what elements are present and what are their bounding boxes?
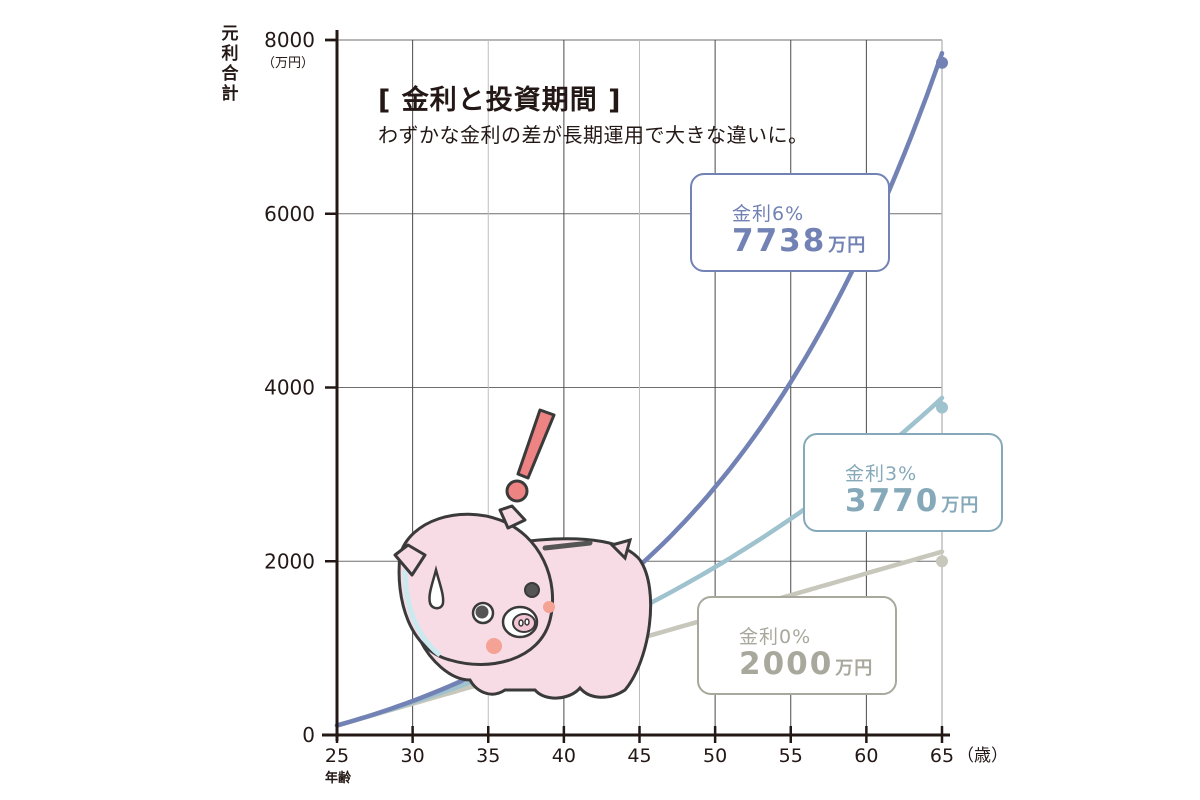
callout-rate-label: 金利0% [739,626,812,648]
callout-amount: 7738 万円 [732,223,866,259]
callout-amount-unit: 万円 [835,658,874,679]
y-tick-label: 0 [302,723,315,747]
callout-amount: 3770 万円 [845,483,979,519]
callout-rate-label: 金利6% [732,203,805,225]
series-end-point [936,56,948,69]
callout-rate-0: 金利0% 2000 万円 [697,596,897,695]
callout-amount: 2000 万円 [739,646,873,682]
x-tick-label: 50 [703,745,727,767]
callout-amount-unit: 万円 [941,495,980,516]
x-tick-label: 25 [325,745,349,767]
exclamation-icon [516,408,556,480]
axes: 0 2000 4000 6000 8000 25 30 35 40 45 50 55 60 65 （歳） 年齢 [264,28,1008,786]
x-axis-label: 年齢 [325,770,352,786]
x-tick-label: 65 [930,745,954,767]
y-tick-label: 6000 [264,202,315,226]
x-tick-label: 45 [627,745,651,767]
y-tick-label: 4000 [264,376,315,400]
x-tick-label: 55 [779,745,803,767]
piggy-bank-illustration [393,408,653,700]
x-tick-label: 40 [552,745,576,767]
chart-title: [ 金利と投資期間 ] [378,85,622,116]
x-tick-label: 35 [476,745,500,767]
callout-amount-value: 2000 [739,646,834,682]
y-tick-label: 8000 [264,28,315,52]
callout-rate-6: 金利6% 7738 万円 [690,173,890,272]
chart-subtitle: わずかな金利の差が長期運用で大きな違いに。 [378,123,809,147]
y-axis-label: 元利合計 [221,24,239,104]
y-tick-label: 2000 [264,549,315,573]
x-tick-label: 30 [401,745,425,767]
series-end-point [936,555,948,568]
y-axis-unit: （万円） [262,56,315,71]
series-end-point [936,401,948,414]
callout-amount-value: 7738 [732,223,827,259]
callout-amount-value: 3770 [845,483,940,519]
callout-rate-3: 金利3% 3770 万円 [803,433,1003,532]
callout-rate-label: 金利3% [845,463,918,485]
x-axis-unit: （歳） [957,746,1008,766]
callout-amount-unit: 万円 [828,235,867,256]
x-tick-label: 60 [854,745,878,767]
